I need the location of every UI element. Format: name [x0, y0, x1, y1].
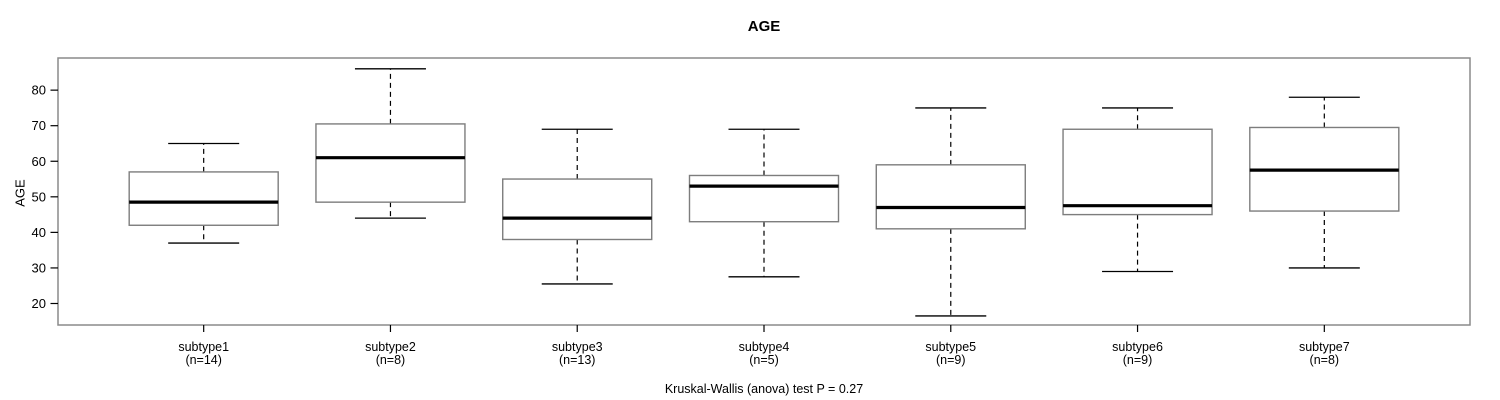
group-label: subtype4 — [739, 340, 790, 354]
y-tick-label: 60 — [32, 154, 46, 169]
box-iqr — [128, 171, 279, 226]
group-label: subtype3 — [552, 340, 603, 354]
group-label: subtype2 — [365, 340, 416, 354]
box-iqr — [1062, 128, 1213, 216]
y-tick-label: 40 — [32, 225, 46, 240]
group-n-label: (n=8) — [1310, 353, 1340, 367]
y-tick-label: 70 — [32, 118, 46, 133]
group-n-label: (n=14) — [185, 353, 221, 367]
group-label: subtype1 — [178, 340, 229, 354]
y-tick-label: 30 — [32, 260, 46, 275]
y-tick-label: 20 — [32, 296, 46, 311]
y-tick-label: 80 — [32, 83, 46, 98]
box-iqr — [875, 164, 1026, 230]
stat-test-caption: Kruskal-Wallis (anova) test P = 0.27 — [664, 382, 864, 396]
box-iqr — [315, 123, 466, 203]
group-label: subtype7 — [1299, 340, 1350, 354]
group-n-label: (n=9) — [1123, 353, 1153, 367]
group-n-label: (n=9) — [936, 353, 966, 367]
group-n-label: (n=8) — [376, 353, 406, 367]
group-n-label: (n=13) — [559, 353, 595, 367]
chart-title: AGE — [747, 18, 781, 35]
box-iqr — [688, 174, 840, 223]
box-iqr — [502, 178, 653, 241]
group-label: subtype6 — [1112, 340, 1163, 354]
group-label: subtype5 — [925, 340, 976, 354]
y-tick-label: 50 — [32, 189, 46, 204]
group-n-label: (n=5) — [749, 353, 779, 367]
